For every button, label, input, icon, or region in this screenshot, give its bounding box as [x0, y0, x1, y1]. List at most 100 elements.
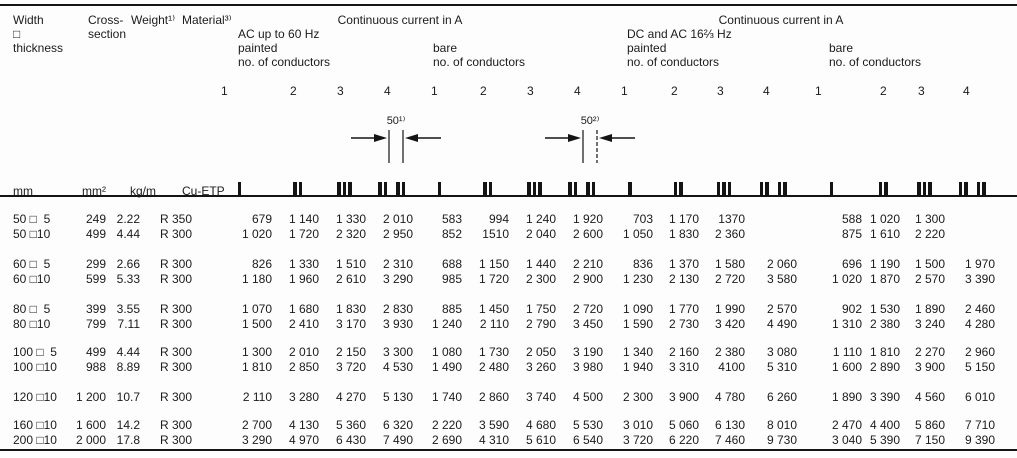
size-cell: 100 □10	[13, 360, 57, 374]
current-value-cell: 2 900	[572, 272, 603, 286]
current-value-cell: 2 210	[572, 257, 603, 271]
current-value-cell: 7 710	[964, 418, 995, 432]
conductors-2-icon	[274, 161, 321, 201]
current-value-cell: 1 110	[832, 345, 862, 359]
conductor-count-3: 3	[717, 84, 724, 98]
current-value-cell: 2 310	[382, 257, 413, 271]
weight-cell: 14.2	[116, 418, 140, 432]
current-value-cell: 3 720	[622, 433, 653, 447]
current-value-cell: 3 720	[335, 360, 366, 374]
cross-section-cell: 1 200	[75, 390, 106, 404]
freq-header-dc: DC and AC 16⅔ Hz	[627, 27, 732, 41]
current-value-cell: 1 830	[335, 302, 366, 316]
current-value-cell: 5 860	[914, 418, 945, 432]
surface-header-dc-bare: bare	[829, 41, 854, 55]
spacer-cell	[68, 55, 106, 70]
material-cell: R 350	[160, 212, 193, 226]
size-cell: 50 □ 5	[13, 212, 51, 226]
spacer-cell	[0, 201, 997, 212]
diagram-spacer-row	[0, 99, 997, 161]
current-value-cell: 2 830	[382, 302, 413, 316]
current-value-cell: 2 600	[572, 227, 603, 241]
current-value-cell: 2 790	[525, 317, 556, 331]
dimension-arrows-icon	[351, 130, 441, 163]
current-value-cell: 3 240	[914, 317, 945, 331]
cross-section-cell: 299	[85, 257, 106, 271]
current-value-cell: 1 330	[288, 257, 319, 271]
spacer-cell	[0, 242, 997, 257]
row-spacer	[0, 375, 997, 390]
current-value-cell: 703	[632, 212, 653, 226]
current-value-cell: 1 600	[831, 360, 862, 374]
current-value-cell: 4 530	[382, 360, 413, 374]
current-value-cell: 4100	[718, 360, 745, 374]
current-value-cell: 2 040	[525, 227, 556, 241]
conductors-2-icon	[655, 161, 701, 201]
table-row: 160 □10 1 600 14.2 R 300 2 700 4 130 5 360 6 32…	[0, 418, 997, 433]
cross-section-cell: 1 600	[75, 418, 106, 432]
unit-mm2: mm²	[82, 184, 106, 198]
current-value-cell: 4 500	[572, 390, 603, 404]
conductors-1-icon	[605, 161, 655, 201]
current-value-cell: 2 720	[572, 302, 603, 316]
current-value-cell: 9 390	[964, 433, 995, 447]
current-value-cell: 1 750	[525, 302, 556, 316]
current-value-cell: 2 950	[382, 227, 413, 241]
current-value-cell: 1 140	[288, 212, 319, 226]
current-value-cell: 1 580	[714, 257, 745, 271]
current-value-cell: 2 720	[714, 272, 745, 286]
header-row-1: Width Cross- Weight¹⁾ Material³⁾ Continu…	[0, 0, 997, 27]
current-value-cell: 3 590	[478, 418, 509, 432]
current-value-cell: 5 150	[964, 360, 995, 374]
conductors-1-icon	[415, 161, 464, 201]
current-value-cell: 5 310	[766, 360, 797, 374]
cross-section-cell: 799	[85, 317, 106, 331]
conductor-count-4: 4	[763, 84, 770, 98]
weight-cell: 2.66	[116, 257, 140, 271]
spacer-cell	[144, 41, 205, 55]
current-value-cell	[947, 227, 997, 242]
current-value-cell: 1 450	[478, 302, 509, 316]
current-value-cell: 3 080	[766, 345, 797, 359]
current-value-cell: 1 300	[914, 212, 945, 226]
size-cell: 80 □ 5	[13, 302, 51, 316]
spacer-cell	[68, 41, 106, 55]
current-value-cell: 1 680	[288, 302, 319, 316]
current-value-cell: 6 010	[964, 390, 995, 404]
current-value-cell: 3 290	[241, 433, 272, 447]
current-value-cell: 7 490	[382, 433, 413, 447]
current-value-cell	[747, 227, 799, 242]
current-value-cell: 985	[441, 272, 462, 286]
current-value-cell	[747, 212, 799, 227]
current-value-cell: 852	[441, 227, 462, 241]
current-value-cell: 4 490	[766, 317, 797, 331]
header-row-3: thickness painted bare painted bare	[0, 41, 997, 55]
current-value-cell: 1 940	[622, 360, 653, 374]
conductor-count-2: 2	[480, 84, 487, 98]
current-value-cell: 3 310	[668, 360, 699, 374]
current-value-cell: 3 290	[382, 272, 413, 286]
weight-cell: 2.22	[116, 212, 140, 226]
cross-section-cell: 599	[85, 272, 106, 286]
current-value-cell: 688	[441, 257, 462, 271]
spacing-diagram-dc: 50²⁾	[545, 114, 635, 166]
current-value-cell: 6 220	[668, 433, 699, 447]
conductor-count-3: 3	[918, 84, 925, 98]
current-value-cell: 2 380	[714, 345, 745, 359]
current-value-cell: 1 180	[241, 272, 272, 286]
conductors-2-icon	[464, 161, 511, 201]
current-value-cell: 3 040	[831, 433, 862, 447]
current-value-cell: 1 870	[869, 272, 900, 286]
current-value-cell: 1 990	[714, 302, 745, 316]
current-value-cell: 5 390	[869, 433, 900, 447]
size-cell: 100 □ 5	[13, 345, 57, 359]
current-value-cell: 4 130	[288, 418, 319, 432]
cross-section-cell: 399	[85, 302, 106, 316]
spacer-cell	[0, 99, 997, 161]
table-row: 120 □10 1 200 10.7 R 300 2 110 3 280 4 270 5 13…	[0, 390, 997, 405]
current-value-cell: 1 050	[622, 227, 653, 241]
current-value-cell: 2 320	[335, 227, 366, 241]
current-value-cell: 1 440	[525, 257, 556, 271]
conductors-4-icon	[558, 161, 605, 201]
